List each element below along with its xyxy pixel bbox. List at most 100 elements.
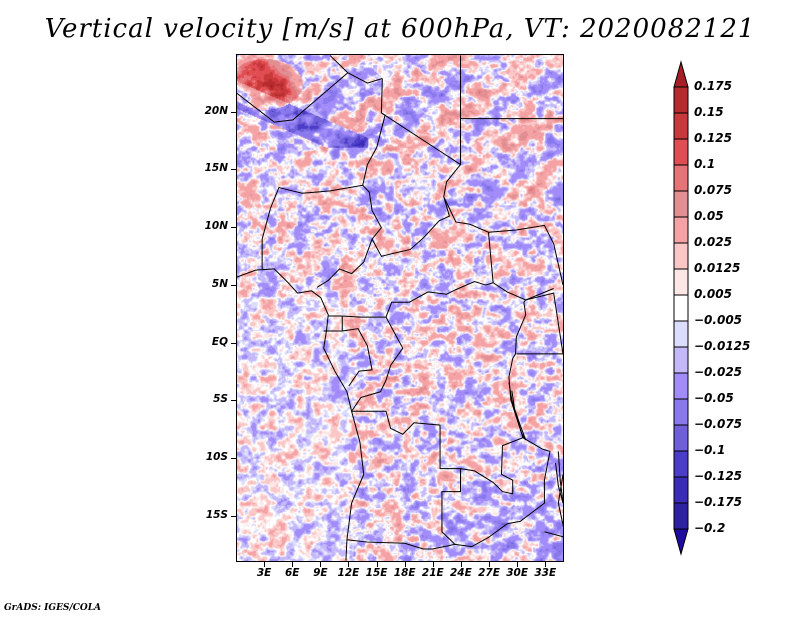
border-line bbox=[488, 224, 563, 286]
colorbar-label: 0.1 bbox=[694, 157, 716, 171]
colorbar-swatch bbox=[673, 138, 689, 166]
x-tick-mark bbox=[489, 562, 491, 567]
border-line bbox=[261, 208, 271, 269]
colorbar-extend-bottom bbox=[673, 528, 689, 556]
y-tick-mark bbox=[231, 227, 236, 229]
x-tick-mark bbox=[320, 562, 322, 567]
x-tick-label: 33E bbox=[534, 567, 557, 579]
colorbar-swatch bbox=[673, 346, 689, 374]
colorbar-label: −0.125 bbox=[694, 469, 743, 483]
border-line bbox=[237, 268, 365, 561]
y-tick-mark bbox=[231, 515, 236, 517]
colorbar-label: 0.125 bbox=[694, 131, 732, 145]
x-tick-mark bbox=[460, 562, 462, 567]
border-line bbox=[329, 55, 349, 74]
colorbar-swatch bbox=[673, 268, 689, 296]
border-line bbox=[328, 196, 494, 318]
y-tick-mark bbox=[231, 284, 236, 286]
colorbar-label: 0.0125 bbox=[694, 261, 741, 275]
colorbar-swatch bbox=[673, 294, 689, 322]
colorbar-label: −0.0125 bbox=[694, 339, 751, 353]
x-tick-mark bbox=[264, 562, 266, 567]
colorbar-swatch bbox=[673, 112, 689, 140]
colorbar-swatch bbox=[673, 502, 689, 530]
chart-title: Vertical velocity [m/s] at 600hPa, VT: 2… bbox=[44, 14, 756, 44]
x-tick-mark bbox=[348, 562, 350, 567]
y-tick-label: 10S bbox=[205, 451, 228, 464]
x-tick-label: 27E bbox=[478, 567, 500, 579]
x-tick-mark bbox=[292, 562, 294, 567]
border-line bbox=[492, 282, 554, 301]
y-tick-label: 5N bbox=[211, 277, 228, 290]
x-tick-label: 6E bbox=[284, 567, 300, 579]
border-line bbox=[342, 328, 373, 387]
y-tick-label: EQ bbox=[211, 335, 228, 348]
y-tick-mark bbox=[231, 111, 236, 113]
x-tick-label: 9E bbox=[313, 567, 328, 579]
colorbar-swatch bbox=[673, 398, 689, 426]
colorbar-label: 0.075 bbox=[694, 183, 732, 197]
colorbar-swatch bbox=[673, 190, 689, 218]
colorbar-label: 0.15 bbox=[694, 105, 724, 119]
colorbar-swatch bbox=[673, 164, 689, 192]
x-tick-label: 3E bbox=[256, 567, 272, 579]
colorbar-label: −0.075 bbox=[694, 417, 743, 431]
border-line bbox=[454, 437, 551, 548]
x-tick-label: 30E bbox=[506, 567, 529, 579]
border-line bbox=[362, 78, 386, 186]
border-line bbox=[516, 292, 563, 355]
y-tick-label: 15N bbox=[204, 162, 228, 175]
x-tick-mark bbox=[432, 562, 434, 567]
y-tick-label: 20N bbox=[204, 104, 228, 117]
x-tick-label: 15E bbox=[365, 567, 388, 579]
colorbar-label: −0.1 bbox=[694, 443, 726, 457]
y-tick-label: 10N bbox=[204, 220, 228, 233]
border-line bbox=[460, 299, 527, 495]
border-line bbox=[544, 474, 563, 538]
border-line bbox=[237, 72, 383, 123]
y-tick-label: 15S bbox=[205, 508, 228, 521]
colorbar-extend-top bbox=[673, 60, 689, 88]
y-tick-mark bbox=[231, 458, 236, 460]
colorbar-label: 0.005 bbox=[694, 287, 732, 301]
border-line bbox=[371, 164, 461, 257]
vertical-velocity-field bbox=[237, 55, 563, 561]
colorbar-swatch bbox=[673, 86, 689, 114]
border-line bbox=[351, 316, 404, 412]
border-line bbox=[270, 184, 383, 288]
colorbar-label: 0.025 bbox=[694, 235, 732, 249]
border-line bbox=[346, 410, 462, 550]
x-tick-label: 18E bbox=[393, 567, 416, 579]
colorbar-swatch bbox=[673, 424, 689, 452]
x-tick-mark bbox=[545, 562, 547, 567]
x-tick-mark bbox=[404, 562, 406, 567]
colorbar bbox=[673, 60, 689, 556]
map-plot-area bbox=[236, 54, 564, 562]
colorbar-label: −0.175 bbox=[694, 495, 743, 509]
colorbar-label: 0.175 bbox=[694, 79, 732, 93]
y-tick-label: 5S bbox=[213, 393, 228, 406]
colorbar-swatch bbox=[673, 242, 689, 270]
x-tick-mark bbox=[517, 562, 519, 567]
border-line bbox=[323, 316, 343, 332]
x-tick-mark bbox=[376, 562, 378, 567]
colorbar-swatch bbox=[673, 450, 689, 478]
colorbar-label: −0.05 bbox=[694, 391, 734, 405]
y-tick-mark bbox=[231, 400, 236, 402]
colorbar-label: 0.05 bbox=[694, 209, 724, 223]
y-tick-mark bbox=[231, 342, 236, 344]
x-tick-label: 24E bbox=[450, 567, 472, 579]
country-borders bbox=[237, 55, 563, 561]
colorbar-label: −0.005 bbox=[694, 313, 743, 327]
colorbar-swatch bbox=[673, 476, 689, 504]
x-tick-label: 12E bbox=[337, 567, 360, 579]
colorbar-label: −0.2 bbox=[694, 521, 726, 535]
colorbar-swatch bbox=[673, 216, 689, 244]
x-tick-label: 21E bbox=[421, 567, 444, 579]
border-line bbox=[555, 451, 563, 504]
colorbar-swatch bbox=[673, 372, 689, 400]
border-line bbox=[508, 382, 527, 441]
y-tick-mark bbox=[231, 169, 236, 171]
grads-credit: GrADS: IGES/COLA bbox=[4, 603, 102, 613]
colorbar-label: −0.025 bbox=[694, 365, 743, 379]
